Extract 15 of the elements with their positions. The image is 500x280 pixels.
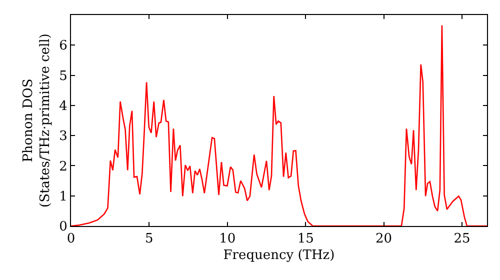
y-tick-label: 1 [59, 189, 68, 204]
y-axis-title: Phonon DOS (States/THz·primitive cell) [21, 33, 54, 208]
x-tick-label: 15 [297, 232, 314, 247]
y-tick-label: 3 [59, 129, 68, 144]
y-tick-label: 5 [59, 68, 68, 84]
y-tick-label: 2 [59, 159, 68, 174]
x-tick-label: 20 [376, 232, 392, 247]
y-tick-label: 0 [59, 220, 68, 235]
x-tick-label: 5 [145, 232, 154, 247]
line-series [71, 24, 487, 226]
x-tick-label: 10 [219, 232, 236, 247]
x-axis-title: Frequency (THz) [223, 248, 335, 264]
y-tick-label: 6 [59, 38, 68, 54]
y-tick-label: 4 [59, 98, 68, 114]
x-tick-label: 25 [454, 232, 470, 247]
